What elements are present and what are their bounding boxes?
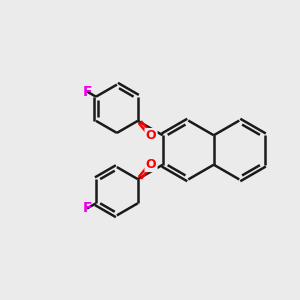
Text: F: F	[82, 201, 92, 215]
Text: O: O	[146, 158, 156, 171]
Text: F: F	[82, 85, 92, 99]
Text: O: O	[146, 129, 156, 142]
